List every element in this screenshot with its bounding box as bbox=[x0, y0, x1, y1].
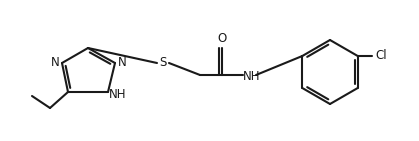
Text: Cl: Cl bbox=[375, 49, 386, 62]
Text: NH: NH bbox=[109, 88, 127, 101]
Text: N: N bbox=[51, 56, 59, 69]
Text: S: S bbox=[159, 57, 167, 70]
Text: N: N bbox=[118, 56, 127, 69]
Text: O: O bbox=[217, 32, 227, 46]
Text: NH: NH bbox=[243, 70, 261, 82]
